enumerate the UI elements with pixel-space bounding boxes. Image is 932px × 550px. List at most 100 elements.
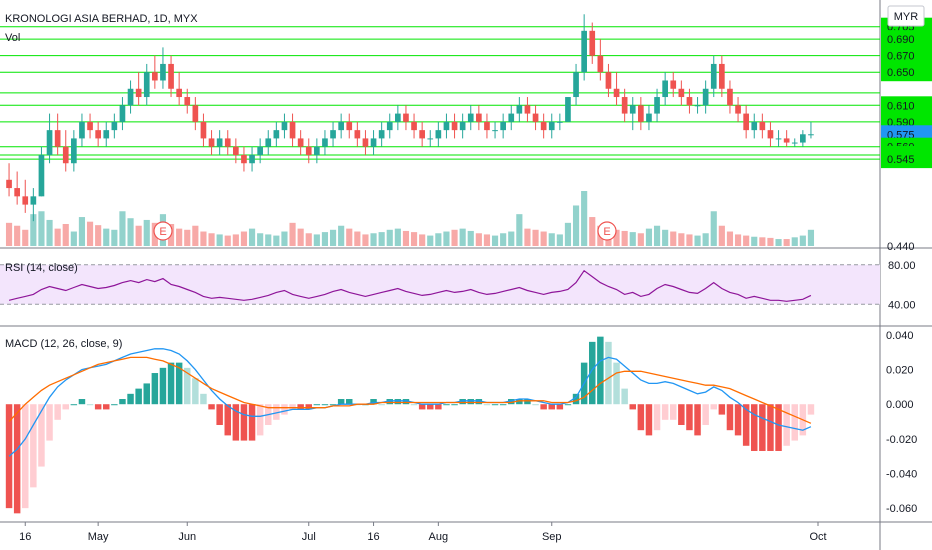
candle-body: [694, 105, 701, 107]
macd-histogram-bar: [54, 404, 61, 420]
volume-bar: [297, 228, 304, 246]
candle-body: [386, 121, 393, 131]
candle-body: [103, 130, 110, 139]
time-tick-label: Aug: [429, 531, 449, 543]
candle-body: [119, 105, 126, 122]
volume-bar: [483, 234, 491, 246]
time-tick-label: 16: [19, 531, 31, 543]
volume-bar: [232, 234, 239, 246]
macd-histogram-bar: [86, 404, 94, 406]
level-price-tag: [881, 46, 932, 65]
macd-histogram-bar: [281, 404, 288, 415]
volume-bar: [248, 228, 256, 246]
volume-bar: [329, 229, 337, 246]
volume-bar: [548, 233, 555, 246]
macd-histogram-bar: [175, 362, 183, 405]
candle-body: [38, 154, 45, 197]
candle-body: [467, 113, 474, 122]
level-price-tag: [881, 150, 932, 169]
candle-body: [613, 88, 620, 98]
time-axis: 16 May Jun Jul 16 Aug Sep Oct: [19, 522, 827, 543]
macd-histogram-bar: [540, 404, 547, 410]
macd-histogram-bar: [751, 404, 758, 451]
macd-histogram-bar: [297, 404, 304, 410]
volume-bar: [321, 232, 329, 246]
volume-bar: [70, 231, 77, 246]
macd-histogram-bar: [30, 404, 37, 488]
volume-bar: [86, 221, 94, 246]
volume-bar: [637, 233, 644, 246]
candle-body: [395, 113, 401, 122]
macd-histogram-bar: [451, 404, 458, 406]
time-tick-label: 16: [367, 531, 379, 543]
macd-histogram-bar: [70, 404, 78, 406]
macd-histogram-bar: [556, 404, 564, 410]
macd-histogram-bar: [200, 393, 207, 405]
volume-bar: [491, 235, 499, 246]
macd-histogram-bar: [775, 404, 782, 451]
macd-histogram-bar: [273, 404, 280, 420]
macd-histogram-bar: [516, 399, 523, 405]
candle-body: [346, 121, 353, 131]
candle-body: [127, 88, 134, 106]
macd-histogram-bar: [248, 404, 256, 441]
volume-bar: [427, 235, 434, 246]
volume-bar: [435, 233, 442, 246]
rsi-tick-label: 80.00: [888, 260, 916, 272]
volume-bar: [451, 229, 458, 246]
macd-histogram-bar: [475, 399, 483, 405]
candle-body: [727, 88, 733, 106]
volume-bar: [22, 229, 29, 246]
volume-bar: [62, 224, 69, 246]
volume-bar: [702, 233, 709, 246]
candle-body: [573, 72, 579, 98]
signal-line: [8, 356, 812, 424]
volume-bar: [572, 205, 580, 246]
volume-bar: [807, 229, 815, 246]
macd-tick-label: 0.040: [886, 330, 914, 342]
macd-tick-label: 0.000: [886, 399, 914, 411]
candle-body: [435, 130, 442, 139]
macd-tick-label: -0.060: [886, 503, 917, 515]
macd-histogram-bar: [613, 362, 620, 405]
macd-histogram-bar: [22, 404, 29, 509]
volume-bar: [14, 225, 21, 246]
volume-bar: [119, 211, 126, 246]
price-tick-label: 0.670: [887, 51, 915, 63]
candle-body: [565, 97, 571, 122]
volume-bar: [281, 231, 288, 246]
volume-bar: [265, 234, 272, 246]
candle-body: [759, 121, 766, 131]
candle-body: [265, 138, 272, 147]
macd-histogram-bar: [726, 404, 734, 431]
macd-histogram-bar: [216, 404, 223, 425]
macd-histogram-bar: [167, 362, 175, 405]
macd-histogram-bar: [329, 404, 337, 406]
macd-histogram-bar: [718, 404, 726, 415]
candle-body: [6, 179, 12, 189]
macd-histogram-bar: [289, 404, 296, 410]
macd-histogram-bar: [572, 393, 580, 405]
price-tick-label: 0.610: [887, 100, 915, 112]
time-tick-label: Oct: [809, 531, 826, 543]
macd-histogram-bar: [208, 404, 215, 410]
candle-body: [168, 63, 174, 89]
macd-histogram-bar: [224, 404, 231, 436]
macd-histogram-bar: [78, 399, 86, 405]
volume-bar: [475, 233, 482, 246]
volume-bar: [710, 211, 717, 246]
macd-histogram-bar: [38, 404, 45, 467]
candle-body: [403, 113, 409, 122]
price-tick-label: 0.690: [887, 34, 915, 46]
macd-histogram-bar: [151, 373, 159, 405]
volume-bar: [621, 230, 628, 246]
candle-body: [670, 80, 677, 89]
currency-button[interactable]: [887, 5, 925, 27]
volume-bar: [346, 228, 353, 246]
macd-histogram-bar: [605, 341, 612, 405]
macd-histogram-bar: [759, 404, 766, 451]
volume-bar: [443, 231, 450, 246]
macd-histogram-bar: [791, 404, 798, 441]
candle-body: [273, 130, 280, 139]
